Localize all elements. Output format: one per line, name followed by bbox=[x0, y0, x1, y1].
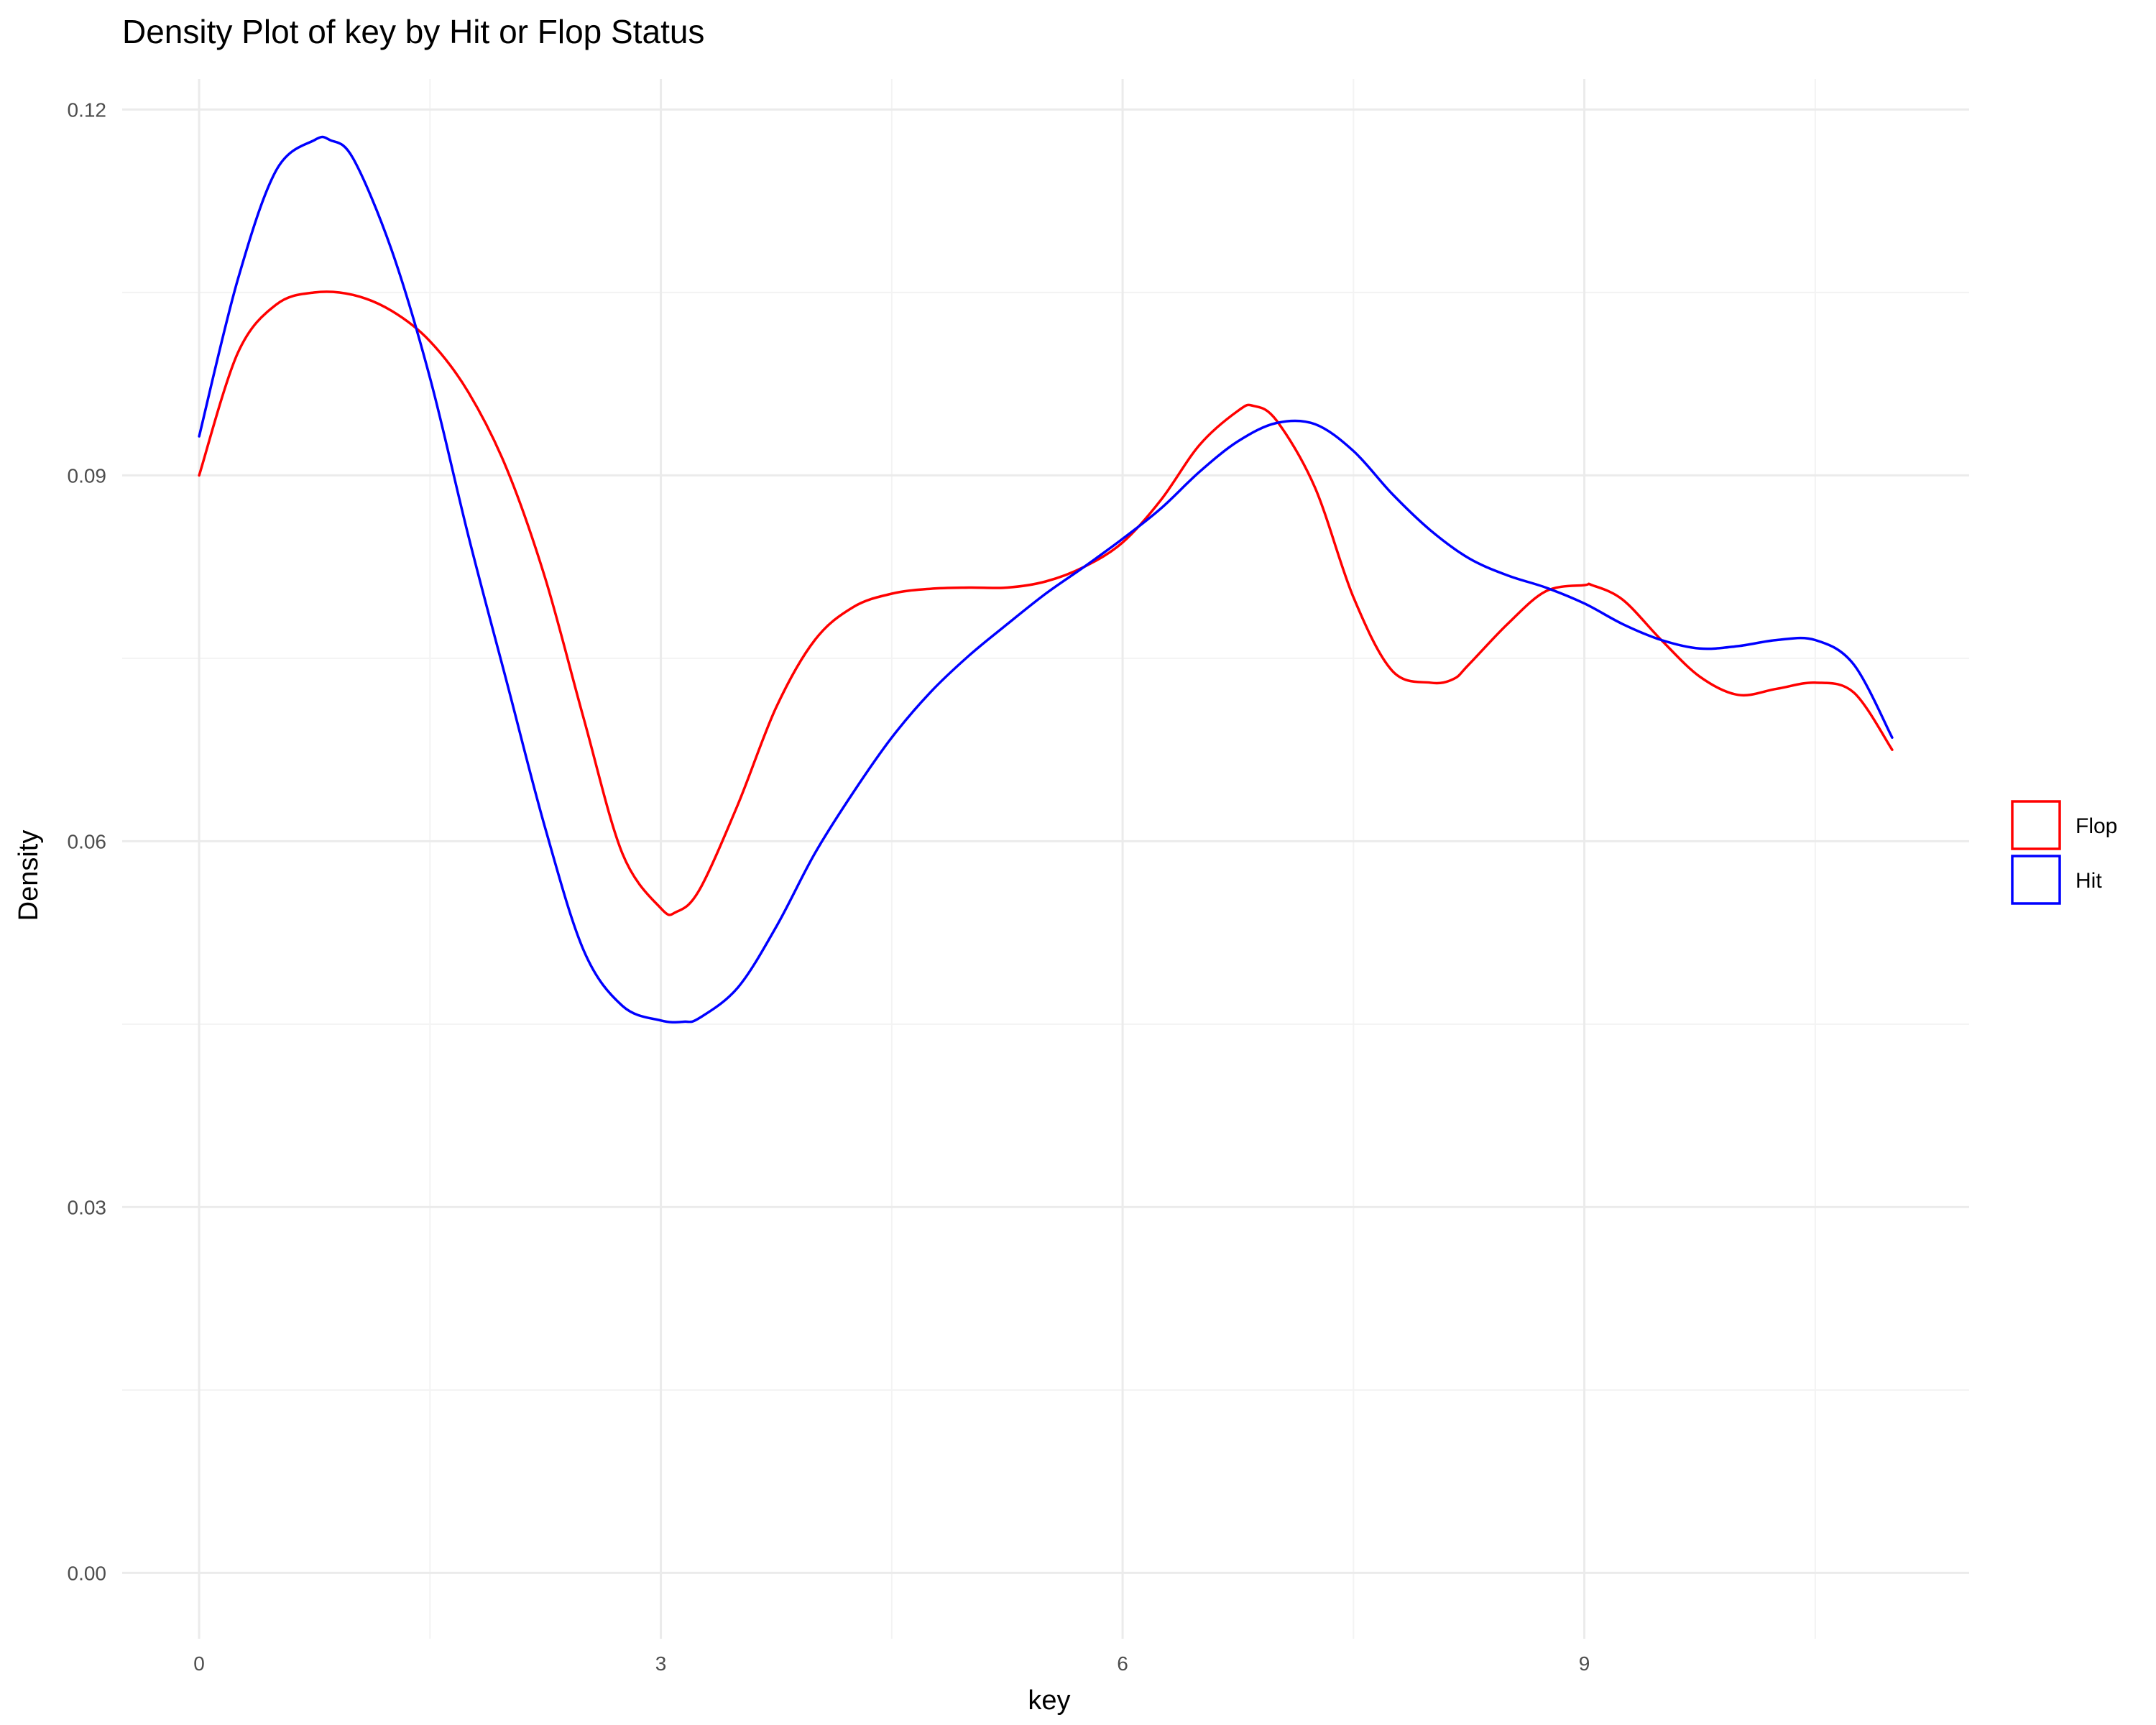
x-tick-label: 9 bbox=[1579, 1652, 1590, 1675]
legend-key-flop bbox=[2011, 800, 2061, 850]
grid-layer bbox=[122, 79, 1969, 1639]
series-line-flop bbox=[198, 290, 1894, 916]
y-tick-label: 0.06 bbox=[68, 830, 107, 852]
legend-label-hit: Hit bbox=[2076, 869, 2102, 893]
y-tick-label: 0.03 bbox=[68, 1196, 107, 1218]
tick-layer: 0 3 6 9 0.00 0.03 0.06 0.09 0.12 bbox=[68, 98, 1590, 1675]
y-tick-label: 0.12 bbox=[68, 98, 107, 121]
x-tick-label: 3 bbox=[655, 1652, 667, 1675]
y-tick-label: 0.09 bbox=[68, 464, 107, 487]
chart-title: Density Plot of key by Hit or Flop Statu… bbox=[122, 13, 704, 50]
x-tick-label: 6 bbox=[1117, 1652, 1128, 1675]
x-axis-title: key bbox=[1028, 1685, 1070, 1716]
series-line-hit bbox=[198, 135, 1894, 1024]
legend-key-hit bbox=[2011, 855, 2061, 905]
x-tick-label: 0 bbox=[193, 1652, 205, 1675]
legend: Flop Hit bbox=[2011, 800, 2117, 905]
legend-label-flop: Flop bbox=[2076, 814, 2117, 838]
y-axis-title: Density bbox=[14, 830, 44, 921]
series-layer bbox=[198, 135, 1894, 1024]
y-tick-label: 0.00 bbox=[68, 1562, 107, 1584]
